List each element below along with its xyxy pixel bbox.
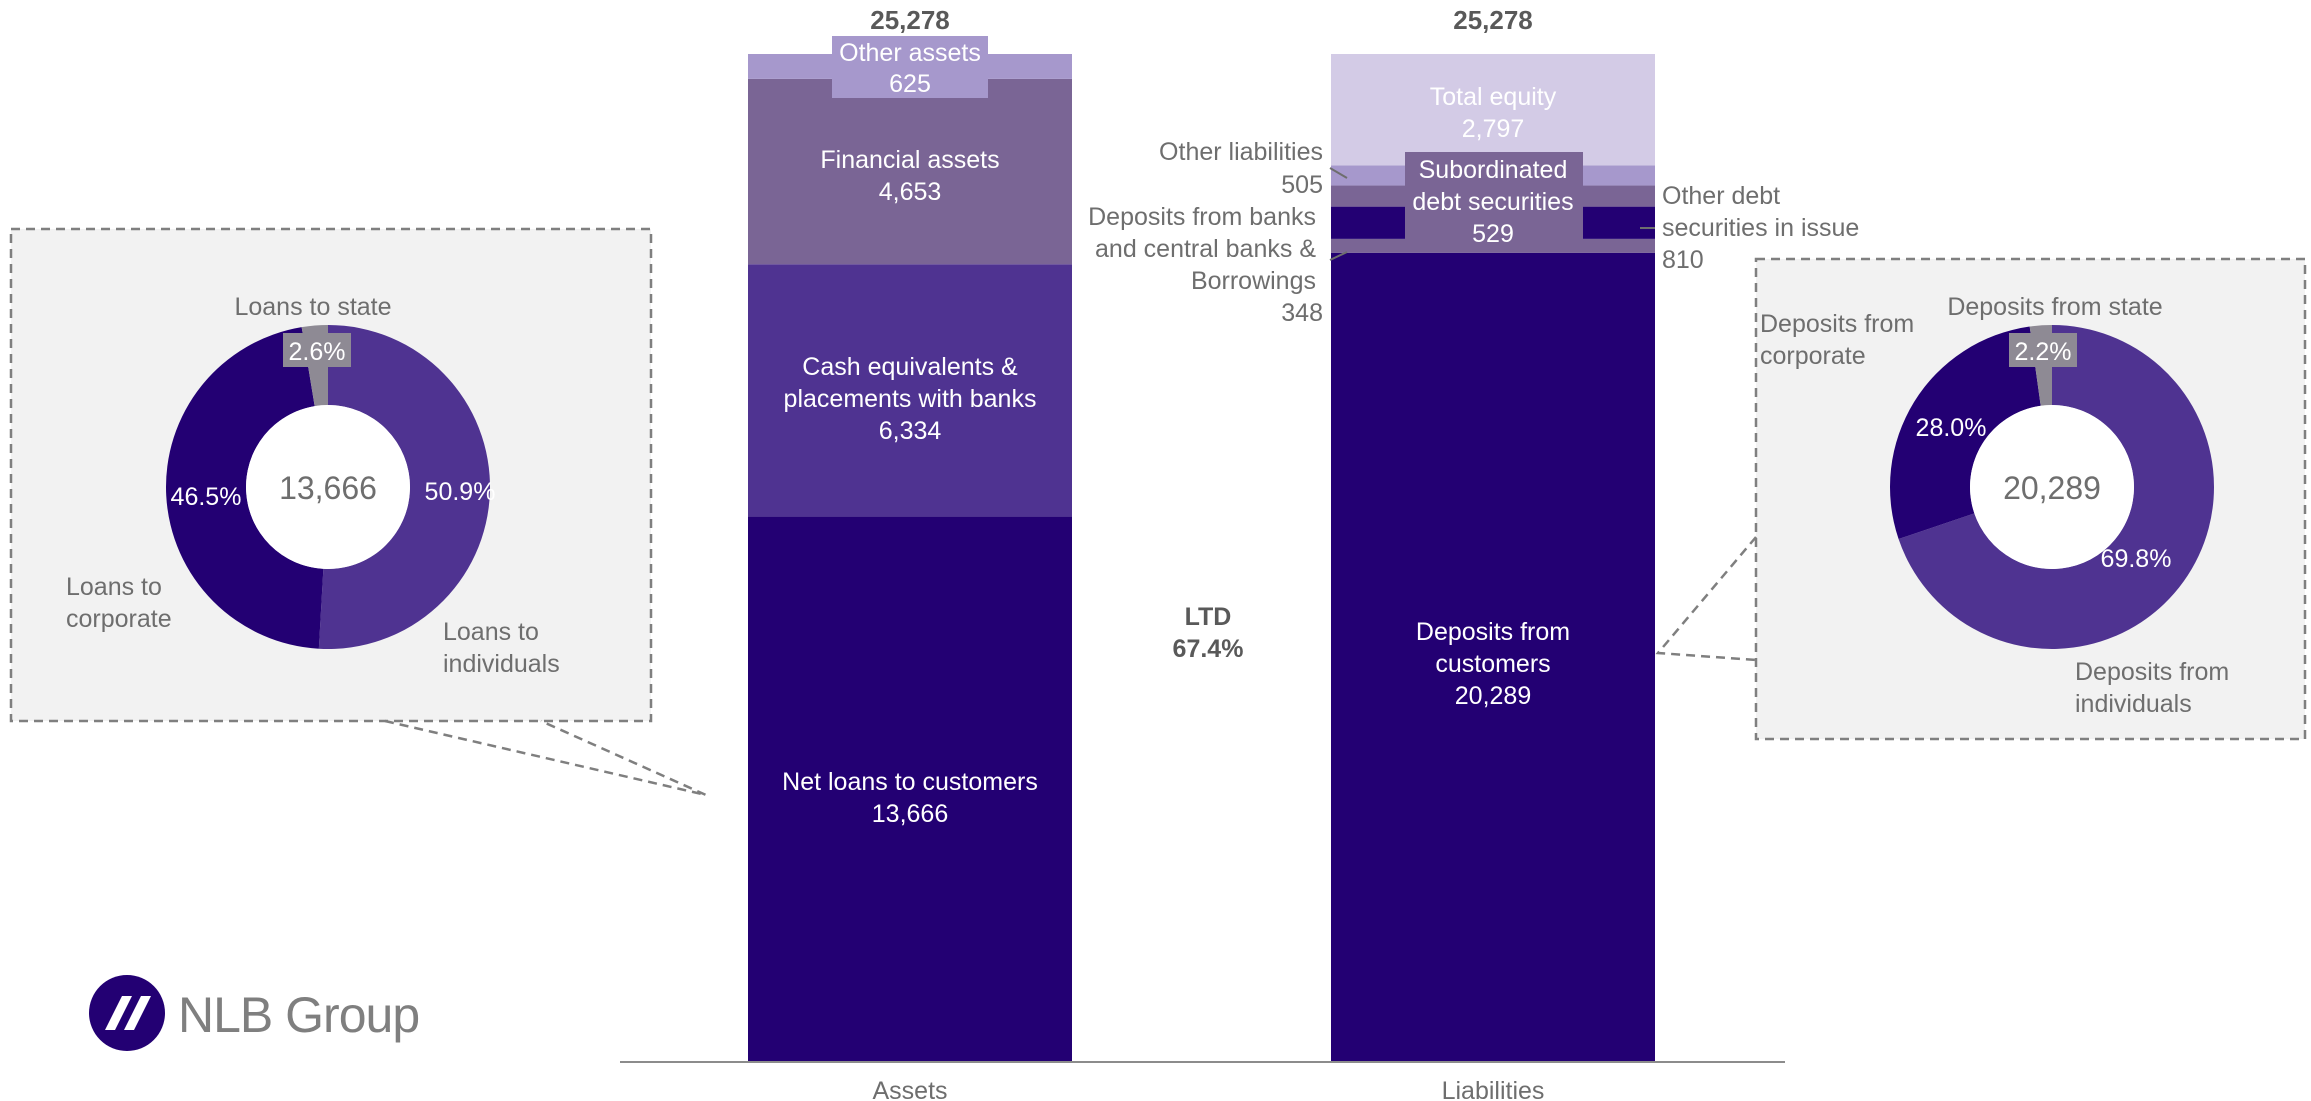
loans-donut-label-corporate: Loans to (66, 573, 162, 601)
data-label-other-debt-securities: securities in issue (1662, 214, 1859, 242)
x-tick-label: Assets (872, 1077, 947, 1101)
data-label-net-loans: Net loans to customers (782, 768, 1038, 796)
data-label-total-equity: Total equity (1430, 83, 1557, 111)
loans-donut-label-individuals: individuals (443, 650, 560, 678)
data-label-financial-assets: Financial assets (820, 146, 999, 174)
loans-donut-pct-box (283, 333, 351, 367)
deposits-donut-label-individuals: Deposits from (2075, 658, 2229, 686)
callout-pointer-loans (384, 719, 707, 797)
data-label-deposits-from-banks: Borrowings (1191, 267, 1316, 295)
loans-donut-label-state: Loans to state (234, 293, 391, 321)
loans-donut-pct: 2.6% (289, 338, 346, 366)
label-box-subordinated-debt (1405, 152, 1583, 248)
data-label-other-debt-securities: Other debt (1662, 182, 1780, 210)
data-label-value: 13,666 (872, 800, 948, 828)
nlb-logo-mark-icon (89, 975, 165, 1051)
bar-segment-financial-assets (748, 78, 1072, 265)
data-label-cash-equivalents: Cash equivalents & (802, 353, 1018, 381)
data-label-subordinated-debt: debt securities (1412, 188, 1573, 216)
loans-donut-hole (246, 405, 410, 569)
deposits-donut-slice-deposits-from-individuals (1898, 325, 2214, 649)
deposits-donut-label-state: Deposits from state (1947, 293, 2162, 321)
deposits-donut-pct: 28.0% (1916, 414, 1987, 442)
data-label-deposits-from-banks: and central banks & (1095, 235, 1316, 263)
data-label-subordinated-debt: Subordinated (1419, 156, 1568, 184)
callout-pointer-deposits (1655, 536, 1757, 662)
deposits-donut-pct: 2.2% (2015, 338, 2072, 366)
loans-donut-pct: 50.9% (425, 478, 496, 506)
label-box-other-assets (832, 36, 988, 98)
data-label-other-liabilities: Other liabilities (1159, 138, 1323, 166)
deposits-donut-pct-box (2009, 333, 2077, 367)
data-label-value: 20,289 (1455, 682, 1531, 710)
data-label-value: 505 (1281, 171, 1323, 199)
data-label-deposits-from-customers: customers (1435, 650, 1550, 678)
data-label-value: 2,797 (1462, 115, 1525, 143)
deposits-donut-hole (1970, 405, 2134, 569)
loans-donut-slice-loans-to-individuals (318, 324, 491, 649)
leader-line (1329, 251, 1348, 261)
data-label-cash-equivalents: placements with banks (784, 385, 1037, 413)
data-label-value: 810 (1662, 246, 1704, 274)
ltd-value: 67.4% (1173, 635, 1244, 663)
nlb-logo-text: NLB Group (178, 987, 419, 1043)
data-label-value: 4,653 (879, 178, 942, 206)
ltd-label: LTD (1185, 603, 1232, 631)
data-label-deposits-from-banks: Deposits from banks (1088, 203, 1316, 231)
bar-segment-net-loans-to-customers (748, 516, 1072, 1061)
bar-segment-cash-equivalents-placements-with-banks (748, 264, 1072, 517)
bar-total-label: 25,278 (870, 5, 950, 35)
loans-donut-slice-loans-to-corporate (166, 327, 324, 649)
data-label-other-assets: Other assets (839, 39, 981, 67)
bar-total-label: 25,278 (1453, 5, 1533, 35)
loans-donut-label-corporate: corporate (66, 605, 172, 633)
data-label-value: 348 (1281, 299, 1323, 327)
loans-donut-label-individuals: Loans to (443, 618, 539, 646)
data-label-value: 625 (889, 70, 931, 98)
data-label-value: 529 (1472, 220, 1514, 248)
deposits-donut-label-corporate: Deposits from (1760, 310, 1914, 338)
nlb-logo-stripes-icon (105, 996, 151, 1030)
bar-segment-total-equity (1331, 54, 1655, 166)
x-tick-label: Liabilities (1442, 1077, 1545, 1101)
deposits-donut-label-corporate: corporate (1760, 342, 1866, 370)
data-label-value: 6,334 (879, 417, 942, 445)
deposits-donut-pct: 69.8% (2101, 545, 2172, 573)
deposits-donut-slice-deposits-from-corporate (1889, 326, 2041, 539)
leader-line (1329, 167, 1348, 179)
data-label-deposits-from-customers: Deposits from (1416, 618, 1570, 646)
deposits-donut-center-label: 20,289 (2003, 470, 2101, 506)
loans-donut-center-label: 13,666 (279, 470, 377, 506)
deposits-donut-label-individuals: individuals (2075, 690, 2192, 718)
bar-segment-deposits-from-customers (1331, 252, 1655, 1062)
loans-donut-pct: 46.5% (171, 483, 242, 511)
